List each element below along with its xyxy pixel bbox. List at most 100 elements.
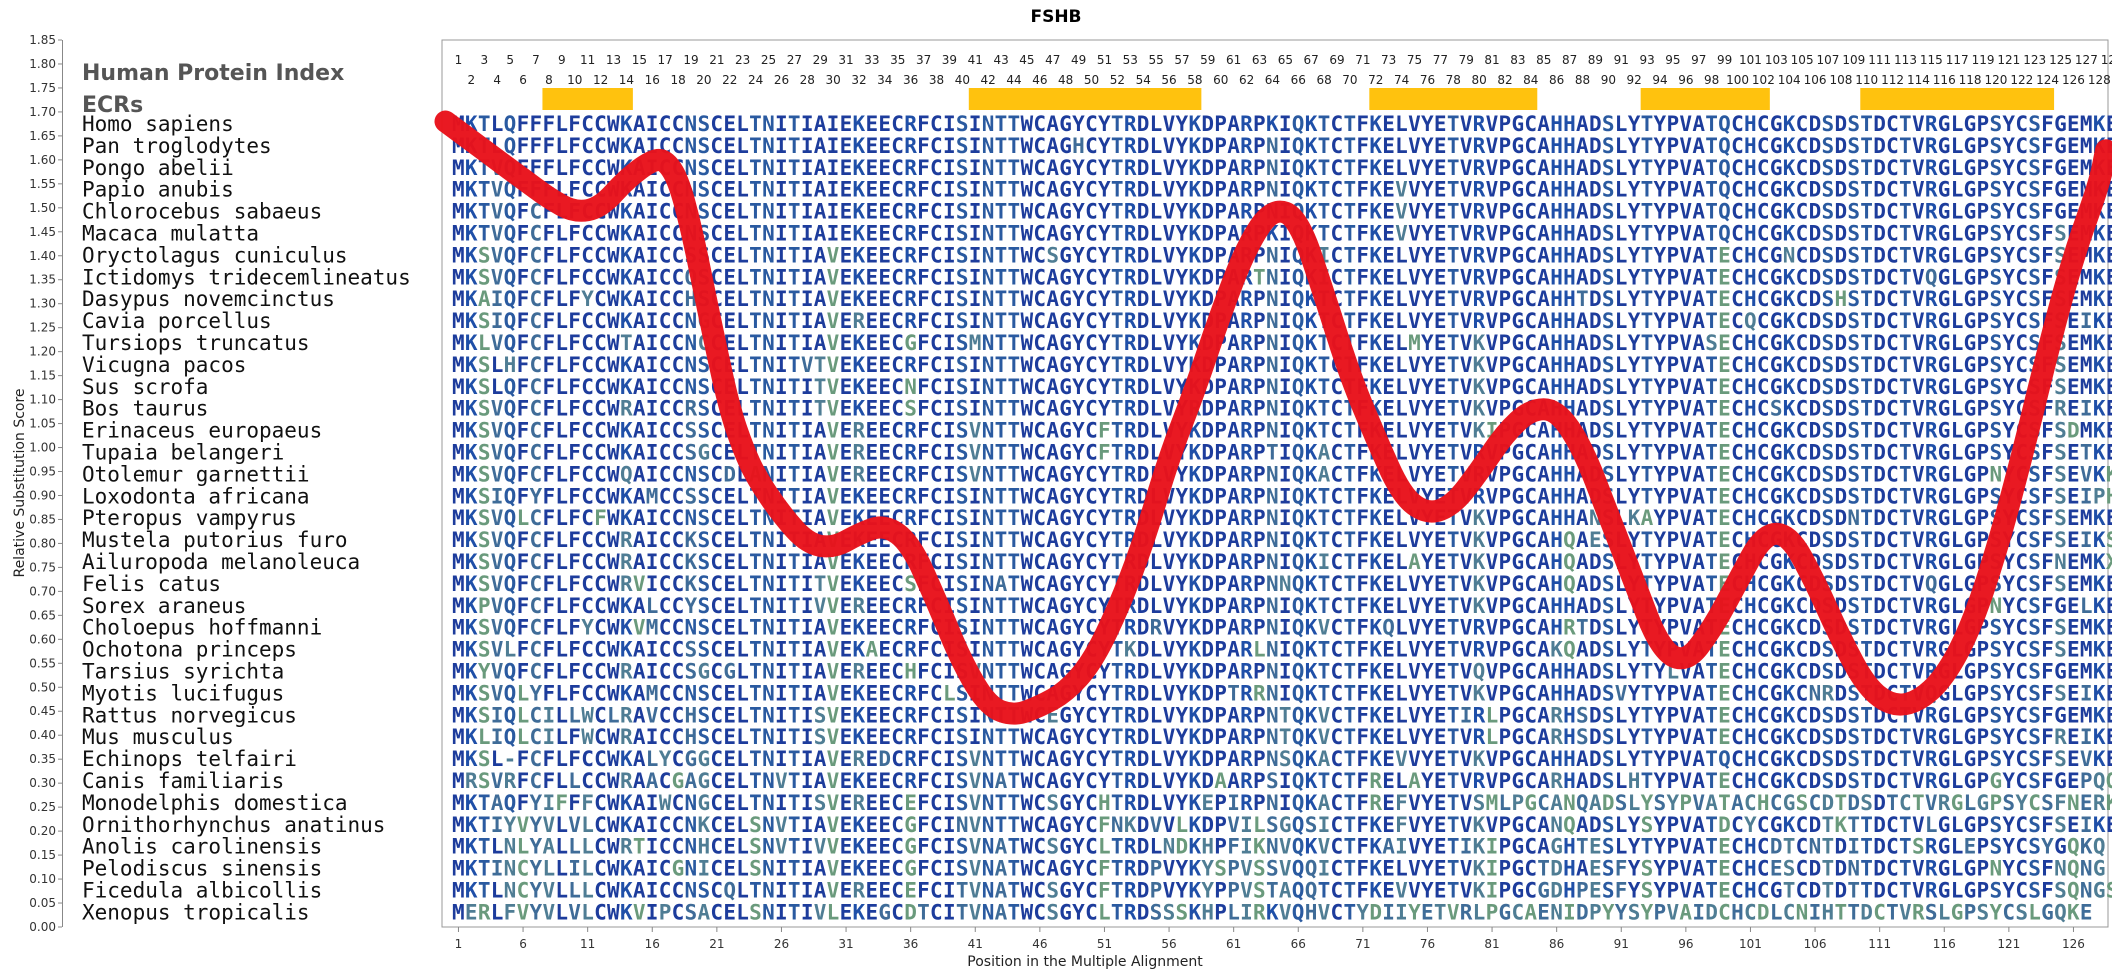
sequence-row: MKTINCYLLILCWKAICGNICELSNITIAVEKEECGFCIS… bbox=[452, 857, 2105, 881]
x-tick-label: 6 bbox=[519, 937, 527, 951]
position-number: 45 bbox=[1019, 53, 1034, 67]
position-number: 71 bbox=[1355, 53, 1370, 67]
position-number: 68 bbox=[1316, 73, 1331, 87]
position-number: 120 bbox=[1984, 73, 2007, 87]
y-tick-label: 1.50 bbox=[29, 201, 56, 215]
species-name: Felis catus bbox=[82, 572, 221, 596]
species-name: Ailuropoda melanoleuca bbox=[82, 550, 360, 574]
position-number: 96 bbox=[1678, 73, 1693, 87]
ecr-bar bbox=[542, 88, 633, 110]
position-number: 33 bbox=[864, 53, 879, 67]
position-number: 11 bbox=[580, 53, 595, 67]
y-tick-label: 0.75 bbox=[29, 560, 56, 574]
position-number: 119 bbox=[1972, 53, 1995, 67]
position-number: 115 bbox=[1920, 53, 1943, 67]
position-number: 47 bbox=[1045, 53, 1060, 67]
position-number: 54 bbox=[1136, 73, 1151, 87]
sequence-row: MKTLQFFFLFCCWKAICCNSCELTNITIAIEKEECRFCIS… bbox=[452, 134, 2112, 158]
position-number: 9 bbox=[558, 53, 566, 67]
position-number: 39 bbox=[942, 53, 957, 67]
position-number: 6 bbox=[519, 73, 527, 87]
sequence-row: MKTLNLYALLLCWRTICCNHCELSNVTIVVEKEECGFCIS… bbox=[452, 835, 2105, 859]
y-axis-ticks: 0.00 0.05 0.10 0.15 0.20 0.25 0.30 0.35 0.40 0.45… bbox=[29, 33, 62, 934]
x-tick-label: 126 bbox=[2062, 937, 2085, 951]
y-tick-label: 0.15 bbox=[29, 848, 56, 862]
chart-title: FSHB bbox=[1030, 7, 1081, 27]
position-number: 2 bbox=[468, 73, 476, 87]
x-tick-label: 106 bbox=[1804, 937, 1827, 951]
position-number: 16 bbox=[645, 73, 660, 87]
species-name: Anolis carolinensis bbox=[82, 835, 322, 859]
position-number: 5 bbox=[506, 53, 514, 67]
sequence-row: MKSVQFCFLFCCWRAICCRSCELTNITITVEKEECSFCIS… bbox=[452, 397, 2112, 421]
y-tick-label: 1.45 bbox=[29, 225, 56, 239]
y-tick-label: 0.00 bbox=[29, 920, 56, 934]
species-name: Tarsius syrichta bbox=[82, 660, 284, 684]
position-number: 124 bbox=[2036, 73, 2059, 87]
y-tick-label: 0.10 bbox=[29, 872, 56, 886]
species-name: Canis familiaris bbox=[82, 769, 284, 793]
header-title: Human Protein Index bbox=[82, 61, 344, 86]
sequence-row: MKSVQFCFLFCCWRVICCKSCELTNITITVEKEECSFCIS… bbox=[452, 572, 2112, 596]
species-name: Echinops telfairi bbox=[82, 747, 297, 771]
position-number: 93 bbox=[1639, 53, 1654, 67]
position-number: 81 bbox=[1484, 53, 1499, 67]
y-tick-label: 0.20 bbox=[29, 824, 56, 838]
sequence-row: MKTVQFFFLFCCWKAICCNSCELTNITIAIEKEECRFCIS… bbox=[452, 178, 2112, 202]
position-number: 38 bbox=[929, 73, 944, 87]
position-number: 62 bbox=[1239, 73, 1254, 87]
position-number: 79 bbox=[1459, 53, 1474, 67]
position-number: 58 bbox=[1187, 73, 1202, 87]
x-tick-label: 76 bbox=[1420, 937, 1435, 951]
species-name: Macaca mulatta bbox=[82, 222, 259, 246]
position-number: 88 bbox=[1575, 73, 1590, 87]
y-tick-label: 1.10 bbox=[29, 393, 56, 407]
position-number: 103 bbox=[1765, 53, 1788, 67]
species-name: Tursiops truncatus bbox=[82, 331, 310, 355]
x-axis-ticks: 1 6 11 16 21 26 31 36 41 46 51 56 61 66 71 76 81 86 91 96 10… bbox=[455, 927, 2085, 951]
sequence-row: MKSVQFCFLFCCWKAICCSGCELTNITIAVEREECRFCIS… bbox=[452, 441, 2112, 465]
position-number: 57 bbox=[1174, 53, 1189, 67]
y-tick-label: 0.25 bbox=[29, 800, 56, 814]
position-number: 108 bbox=[1829, 73, 1852, 87]
position-number: 116 bbox=[1933, 73, 1956, 87]
y-tick-label: 0.70 bbox=[29, 584, 56, 598]
species-name: Oryctolagus cuniculus bbox=[82, 243, 348, 267]
position-number: 112 bbox=[1881, 73, 1904, 87]
x-tick-label: 96 bbox=[1678, 937, 1693, 951]
x-tick-label: 26 bbox=[774, 937, 789, 951]
alignment-rows: Homo sapiens MKTLQFFFLFCCWKAICCNSCELTNITI… bbox=[82, 112, 2112, 924]
position-number: 89 bbox=[1588, 53, 1603, 67]
position-number: 127 bbox=[2075, 53, 2098, 67]
position-number: 123 bbox=[2023, 53, 2046, 67]
position-number: 75 bbox=[1407, 53, 1422, 67]
y-tick-label: 1.15 bbox=[29, 369, 56, 383]
position-number: 56 bbox=[1161, 73, 1176, 87]
position-number: 27 bbox=[787, 53, 802, 67]
species-name: Dasypus novemcinctus bbox=[82, 287, 335, 311]
y-tick-label: 0.45 bbox=[29, 704, 56, 718]
position-number: 70 bbox=[1342, 73, 1357, 87]
position-number: 82 bbox=[1497, 73, 1512, 87]
position-number: 18 bbox=[670, 73, 685, 87]
position-number: 122 bbox=[2010, 73, 2033, 87]
x-tick-label: 16 bbox=[645, 937, 660, 951]
y-tick-label: 1.05 bbox=[29, 417, 56, 431]
sequence-row: MKSVQFCFLFCCWKAICCSSCELTNITIAVEREECRFCIS… bbox=[452, 419, 2112, 443]
position-number: 83 bbox=[1510, 53, 1525, 67]
sequence-row: MKTVQFCFLFCCWKAICCNSCELTNITIAIEKEECRFCIS… bbox=[452, 200, 2112, 224]
sequence-row: MKTLQFFFLFCCWKAICCNSCELTNITIAIEKEECRFCIS… bbox=[452, 112, 2112, 136]
x-tick-label: 121 bbox=[1997, 937, 2020, 951]
species-name: Monodelphis domestica bbox=[82, 791, 348, 815]
position-number: 12 bbox=[593, 73, 608, 87]
position-number: 63 bbox=[1252, 53, 1267, 67]
sequence-row: MKSIQFYFLFCCWKAMCCSSCELTNITIAVEKEECRFCIS… bbox=[452, 484, 2112, 508]
position-number: 113 bbox=[1894, 53, 1917, 67]
species-name: Xenopus tropicalis bbox=[82, 900, 310, 924]
position-number: 55 bbox=[1148, 53, 1163, 67]
x-axis-label: Position in the Multiple Alignment bbox=[967, 954, 1203, 970]
position-number: 111 bbox=[1868, 53, 1891, 67]
species-name: Mustela putorius furo bbox=[82, 528, 348, 552]
position-number: 7 bbox=[532, 53, 540, 67]
species-name: Cavia porcellus bbox=[82, 309, 272, 333]
